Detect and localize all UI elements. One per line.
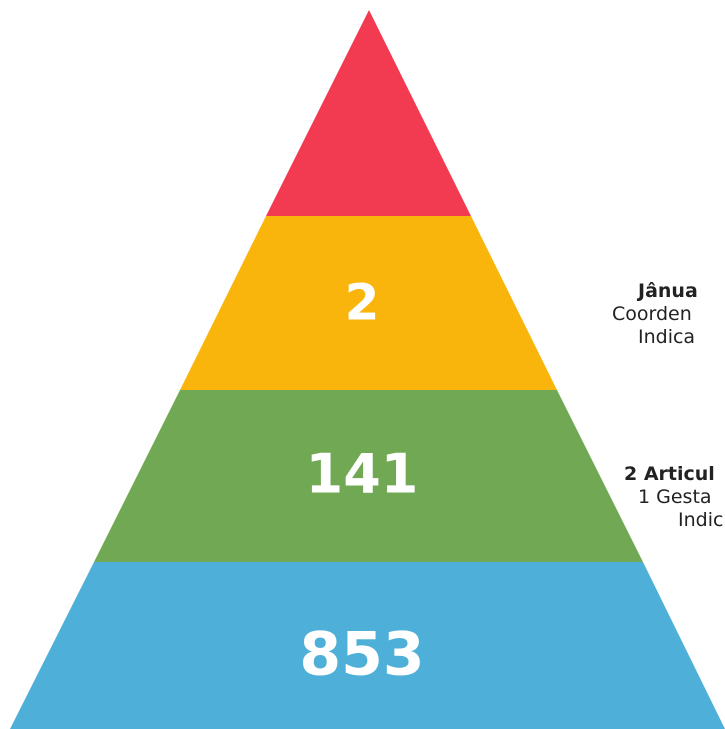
tier-3-side-title: 2 Articul <box>624 463 715 485</box>
tier-2-side-label: Jânua Coorden Indica <box>612 280 698 349</box>
tier-3-side-line-2: Indic <box>678 509 724 531</box>
tier-2-side-line-2: Indica <box>638 326 696 348</box>
pyramid-tier-top <box>266 10 471 216</box>
tier-3-number: 141 <box>306 443 419 506</box>
pyramid-tier-2 <box>180 216 557 390</box>
tier-2-side-line-1: Coorden <box>612 303 692 325</box>
tier-2-side-title: Jânua <box>638 280 698 302</box>
tier-3-side-line-1: 1 Gesta <box>638 486 712 508</box>
tier-4-number: 853 <box>299 620 424 690</box>
pyramid-tier-4 <box>10 562 725 729</box>
tier-3-side-label: 2 Articul 1 Gesta Indic <box>624 463 723 532</box>
pyramid-tier-3 <box>94 390 643 562</box>
tier-2-number: 2 <box>345 274 380 332</box>
